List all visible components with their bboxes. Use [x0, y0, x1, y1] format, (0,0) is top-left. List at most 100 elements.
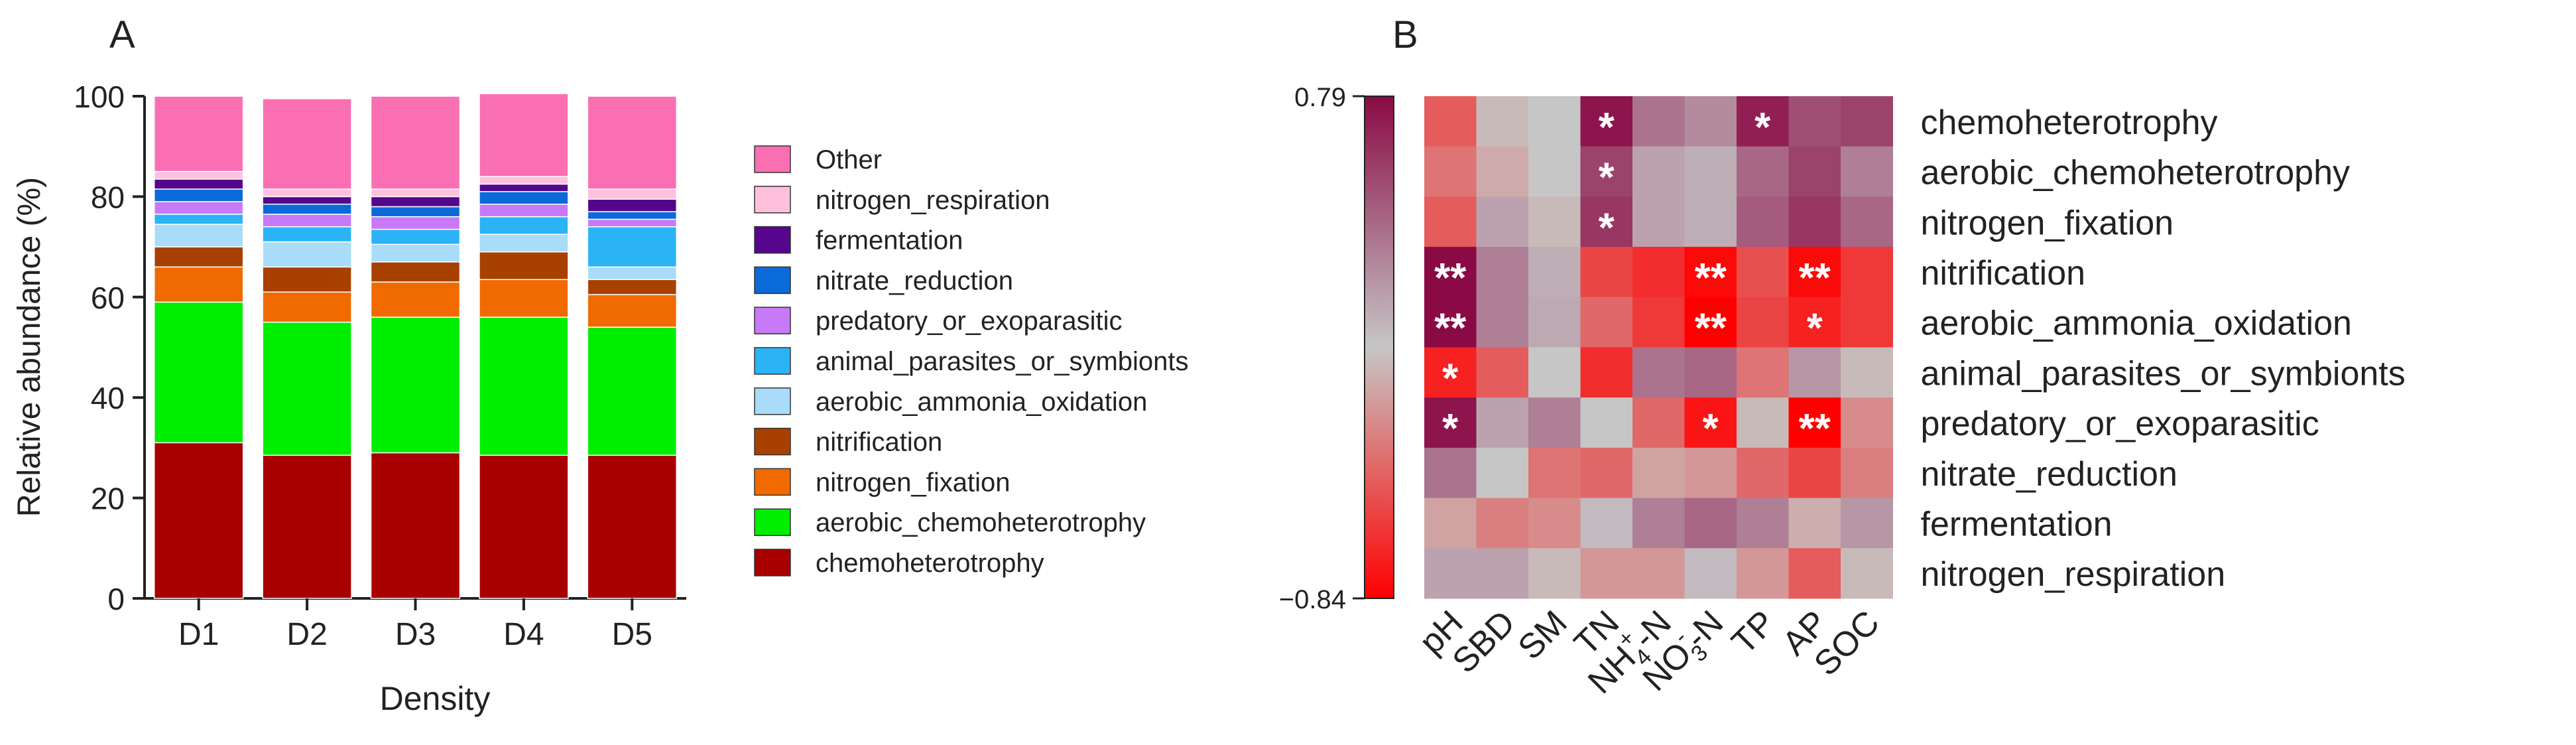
panel-a: A 0 20 40 60 80 100 D1 D2 D3 D4 D5 Relative abund… [12, 13, 1189, 717]
heatmap-cell [1528, 447, 1581, 499]
bar-segment-Other [262, 98, 352, 190]
bar-segment-fermentation [262, 196, 352, 205]
y-tick-label: 0 [107, 582, 125, 616]
heatmap-cell [1476, 297, 1529, 348]
panel-b-label: B [1392, 13, 1418, 56]
heatmap-cell [1476, 347, 1529, 398]
heatmap-cell [1841, 96, 1893, 147]
significance-marker: ** [1799, 255, 1831, 301]
y-tick-label: 20 [91, 482, 125, 516]
significance-marker: ** [1799, 406, 1831, 452]
bar-segment-nitrogen-respiration [153, 170, 244, 180]
heatmap-column-label: TP [1725, 603, 1783, 661]
heatmap-cell [1528, 498, 1581, 549]
bar-segment-nitrification [370, 261, 461, 283]
legend-swatch-aerobic-ammonia-oxidation [754, 387, 791, 415]
heatmap-cell [1684, 196, 1737, 247]
heatmap-cell [1684, 96, 1737, 147]
bar-segment-nitrate-reduction [479, 191, 569, 205]
legend-swatch-animal-parasites-or-symbionts [754, 347, 791, 375]
heatmap-grid: * ***** ** **** ** *** * ** [1424, 96, 1893, 599]
heatmap-cell [1841, 247, 1893, 298]
heatmap-cell [1632, 397, 1685, 448]
heatmap-cell [1528, 297, 1581, 348]
x-tick-label: D5 [612, 617, 652, 652]
bar-segment-aerobic-ammonia-oxidation [479, 234, 569, 253]
bar-segment-animal-parasites-or-symbionts [262, 226, 352, 243]
heatmap-cell [1737, 498, 1789, 549]
heatmap-cell [1737, 297, 1789, 348]
bar-segment-nitrification [587, 279, 678, 295]
bar-segment-chemoheterotrophy [587, 454, 678, 599]
heatmap-column-label: SM [1511, 603, 1575, 667]
bar-segment-nitrification [153, 246, 244, 268]
bar-segment-aerobic-chemoheterotrophy [262, 321, 352, 456]
heatmap-cell [1841, 196, 1893, 247]
heatmap-cell [1737, 548, 1789, 599]
heatmap-cell [1528, 347, 1581, 398]
heatmap-cell [1841, 146, 1893, 197]
x-tick-label: D2 [286, 617, 327, 652]
colorbar-max-label: 0.79 [1294, 83, 1346, 112]
heatmap-cell [1788, 247, 1841, 298]
bar-segment-animal-parasites-or-symbionts [370, 228, 461, 245]
significance-marker: ** [1434, 255, 1467, 301]
bar-segment-predatory-or-exoparasitic [587, 218, 678, 228]
heatmap-cell [1788, 548, 1841, 599]
bar-segment-animal-parasites-or-symbionts [153, 214, 244, 225]
bar-segment-chemoheterotrophy [262, 454, 352, 599]
bar-segment-nitrate-reduction [153, 188, 244, 202]
legend-label: fermentation [816, 226, 963, 255]
heatmap-cell [1737, 397, 1789, 448]
bar-segment-fermentation [479, 183, 569, 192]
heatmap-row-label: animal_parasites_or_symbionts [1921, 354, 2406, 393]
heatmap-cell [1580, 297, 1633, 348]
heatmap-cell [1424, 498, 1477, 549]
heatmap-cell [1684, 498, 1737, 549]
bar-segment-aerobic-ammonia-oxidation [153, 224, 244, 247]
bar-segment-aerobic-chemoheterotrophy [587, 326, 678, 456]
significance-marker: ** [1695, 306, 1727, 352]
bar-segment-nitrate-reduction [262, 204, 352, 215]
heatmap-cell [1476, 247, 1529, 298]
significance-marker: * [1807, 306, 1823, 352]
heatmap-cell [1580, 498, 1633, 549]
heatmap-cell [1841, 347, 1893, 398]
heatmap-row-label: nitrogen_fixation [1921, 204, 2174, 242]
bar-segment-animal-parasites-or-symbionts [587, 226, 678, 268]
heatmap-cell [1788, 297, 1841, 348]
heatmap-cell [1476, 146, 1529, 197]
significance-marker: * [1754, 105, 1771, 151]
legend-swatch-predatory-or-exoparasitic [754, 306, 791, 334]
heatmap-cell [1580, 447, 1633, 499]
heatmap-cell [1737, 96, 1789, 147]
heatmap-cell [1737, 247, 1789, 298]
legend-swatch-aerobic-chemoheterotrophy [754, 508, 791, 536]
heatmap-cell [1841, 297, 1893, 348]
bar-segment-chemoheterotrophy [370, 452, 461, 599]
heatmap-cell [1580, 146, 1633, 197]
legend-label: aerobic_ammonia_oxidation [816, 387, 1147, 417]
heatmap-cell [1580, 397, 1633, 448]
bar-segment-nitrification [262, 266, 352, 293]
heatmap-cell [1788, 347, 1841, 398]
bar-segment-nitrate-reduction [370, 206, 461, 218]
heatmap-cell [1528, 548, 1581, 599]
heatmap-cell [1424, 347, 1477, 398]
legend-label: predatory_or_exoparasitic [816, 306, 1122, 336]
heatmap-cell [1476, 96, 1529, 147]
heatmap-cell [1841, 498, 1893, 549]
heatmap-cell [1632, 196, 1685, 247]
heatmap-cell [1684, 397, 1737, 448]
bar-segment-predatory-or-exoparasitic [370, 216, 461, 230]
heatmap-cell [1737, 347, 1789, 398]
legend-swatch-nitrification [754, 427, 791, 456]
heatmap-cell [1632, 96, 1685, 147]
x-tick-label: D4 [503, 617, 544, 652]
heatmap-cell [1788, 196, 1841, 247]
heatmap-cell [1580, 247, 1633, 298]
x-tick-label: D1 [178, 617, 219, 652]
legend-swatch-chemoheterotrophy [754, 549, 791, 576]
significance-marker: * [1442, 406, 1459, 452]
significance-marker: * [1442, 356, 1459, 401]
